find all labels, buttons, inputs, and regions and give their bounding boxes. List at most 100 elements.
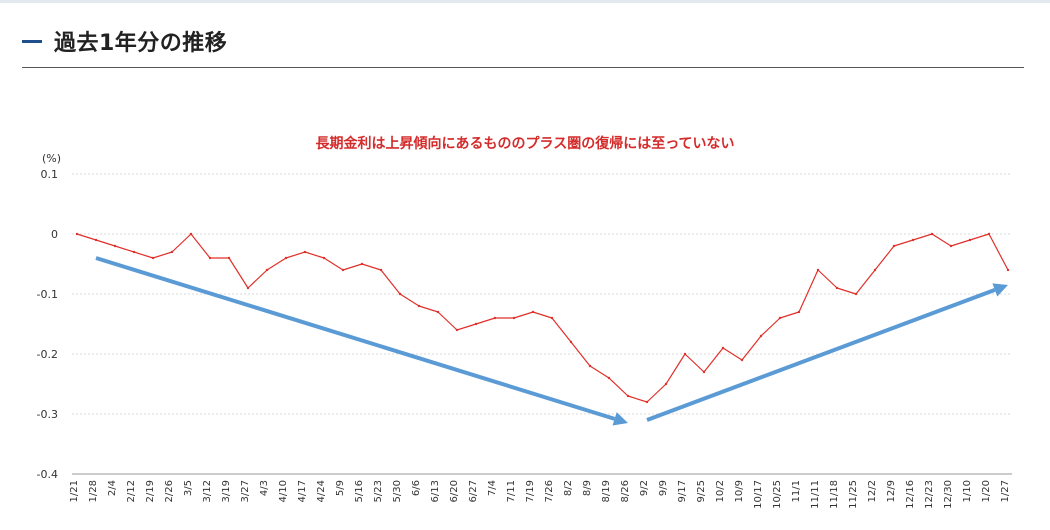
trend-arrow-shaft: [646, 288, 996, 422]
header-divider: [22, 67, 1024, 68]
trend-arrow-head: [612, 412, 628, 426]
x-tick-label: 5/9: [335, 480, 346, 496]
x-tick-label: 8/26: [620, 480, 631, 502]
x-tick-label: 11/11: [810, 480, 821, 509]
data-point: [854, 292, 858, 296]
x-axis-ticks: 1/21 1/28 2/4 2/12 2/19 2/26 3/5 3/12 3/19 3/27 4/…: [69, 480, 1011, 509]
series-lines: [75, 232, 1010, 404]
x-tick-label: 11/18: [829, 480, 840, 509]
data-point: [930, 232, 934, 236]
data-point: [75, 232, 79, 236]
data-point: [759, 334, 763, 338]
x-tick-label: 8/9: [582, 480, 593, 496]
x-tick-label: 9/2: [639, 480, 650, 496]
data-point: [987, 232, 991, 236]
data-point: [550, 316, 554, 320]
top-border: [0, 0, 1050, 3]
x-tick-label: 6/6: [411, 480, 422, 496]
y-axis-unit-label: (%): [42, 152, 61, 165]
y-tick-label: -0.1: [37, 288, 58, 301]
data-point: [303, 250, 307, 254]
x-tick-label: 8/19: [601, 480, 612, 502]
x-tick-label: 8/2: [563, 480, 574, 496]
data-point: [607, 376, 611, 380]
data-point: [531, 310, 535, 314]
x-tick-label: 5/30: [392, 480, 403, 502]
x-tick-label: 4/24: [316, 480, 327, 502]
x-tick-label: 3/12: [202, 480, 213, 502]
x-tick-label: 2/4: [107, 480, 118, 496]
data-point: [626, 394, 630, 398]
trend-arrow: [95, 256, 628, 426]
x-tick-label: 9/17: [677, 480, 688, 502]
trend-arrow: [646, 283, 1008, 422]
x-tick-label: 3/19: [221, 480, 232, 502]
grid-lines: [72, 173, 1012, 475]
x-tick-label: 12/9: [886, 480, 897, 502]
trend-arrow-head: [992, 283, 1008, 297]
y-tick-label: 0: [51, 228, 58, 241]
x-tick-label: 10/25: [772, 480, 783, 509]
data-point: [189, 232, 193, 236]
data-point: [778, 316, 782, 320]
y-tick-label: -0.2: [37, 348, 58, 361]
x-tick-label: 7/19: [525, 480, 536, 502]
x-tick-label: 7/4: [487, 480, 498, 496]
data-point: [341, 268, 345, 272]
data-point: [1006, 268, 1010, 272]
trend-arrows: [95, 256, 1008, 426]
data-point: [151, 256, 155, 260]
chart-title: 長期金利は上昇傾向にあるもののプラス圏の復帰には至っていない: [315, 136, 735, 152]
x-tick-label: 10/17: [753, 480, 764, 509]
y-tick-label: -0.3: [37, 408, 58, 421]
x-tick-label: 2/19: [145, 480, 156, 502]
x-tick-label: 5/16: [354, 480, 365, 502]
trend-arrow-shaft: [95, 256, 616, 421]
x-tick-label: 6/20: [449, 480, 460, 502]
x-tick-label: 4/3: [259, 480, 270, 496]
data-point: [740, 358, 744, 362]
data-point: [968, 238, 972, 242]
data-point: [474, 322, 478, 326]
data-point: [379, 268, 383, 272]
data-point: [835, 286, 839, 290]
data-point: [455, 328, 459, 332]
x-tick-label: 3/5: [183, 480, 194, 496]
data-point: [721, 346, 725, 350]
data-point: [132, 250, 136, 254]
x-tick-label: 2/26: [164, 480, 175, 502]
data-point: [816, 268, 820, 272]
data-point: [284, 256, 288, 260]
x-tick-label: 4/10: [278, 480, 289, 502]
x-tick-label: 6/27: [468, 480, 479, 502]
data-point: [911, 238, 915, 242]
data-point: [227, 256, 231, 260]
data-point: [664, 382, 668, 386]
data-point: [208, 256, 212, 260]
x-tick-label: 4/17: [297, 480, 308, 502]
data-point: [417, 304, 421, 308]
page-title: 過去1年分の推移: [54, 31, 228, 56]
data-point: [322, 256, 326, 260]
data-point: [436, 310, 440, 314]
data-point: [170, 250, 174, 254]
x-tick-label: 12/2: [867, 480, 878, 502]
x-tick-label: 10/9: [734, 480, 745, 502]
x-tick-label: 12/23: [924, 480, 935, 509]
data-point: [702, 370, 706, 374]
x-tick-label: 11/25: [848, 480, 859, 509]
data-point: [493, 316, 497, 320]
x-tick-label: 1/27: [1000, 480, 1011, 502]
x-tick-label: 12/16: [905, 480, 916, 509]
data-point: [512, 316, 516, 320]
x-tick-label: 12/30: [943, 480, 954, 509]
x-tick-label: 9/25: [696, 480, 707, 502]
x-tick-label: 3/27: [240, 480, 251, 502]
data-point: [569, 340, 573, 344]
section-header: 過去1年分の推移: [22, 24, 227, 58]
x-tick-label: 7/26: [544, 480, 555, 502]
header-dash-marker: [22, 39, 42, 43]
x-tick-label: 5/23: [373, 480, 384, 502]
x-tick-label: 6/13: [430, 480, 441, 502]
x-tick-label: 2/12: [126, 480, 137, 502]
